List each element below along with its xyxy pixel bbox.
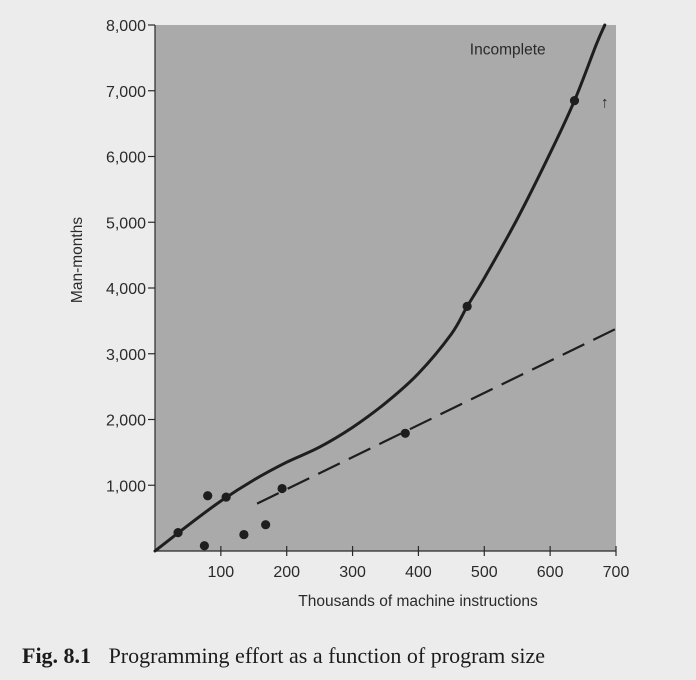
- x-axis: 100 200 300 400 500 600 700: [155, 546, 629, 581]
- caption-text: Programming effort as a function of prog…: [109, 643, 545, 668]
- plot-area: [155, 25, 616, 551]
- data-point: [462, 301, 472, 312]
- data-point: [400, 428, 410, 438]
- data-point: [221, 492, 231, 502]
- figure-caption: Fig. 8.1 Programming effort as a functio…: [22, 643, 545, 668]
- y-tick-label: 3,000: [106, 347, 146, 364]
- y-tick-label: 8,000: [106, 18, 146, 35]
- x-axis-title: Thousands of machine instructions: [298, 593, 538, 610]
- y-tick-label: 4,000: [106, 281, 146, 298]
- incomplete-annotation: Incomplete: [470, 42, 546, 59]
- data-point: [199, 541, 209, 551]
- y-tick-label: 6,000: [106, 150, 146, 167]
- x-tick-label: 200: [273, 564, 300, 581]
- x-tick-label: 400: [405, 564, 432, 581]
- data-point: [569, 96, 580, 106]
- x-tick-label: 300: [339, 564, 366, 581]
- incomplete-arrow: ↑: [601, 95, 609, 112]
- data-point: [239, 529, 249, 540]
- series-layer: [153, 23, 617, 553]
- x-tick-label: 100: [208, 564, 235, 581]
- x-tick-label: 600: [537, 564, 564, 581]
- data-point: [203, 491, 213, 501]
- y-axis-title: Man-months: [69, 217, 86, 303]
- y-tick-label: 2,000: [106, 413, 146, 430]
- data-point: [173, 527, 183, 538]
- y-tick-label: 5,000: [106, 215, 146, 232]
- data-point: [277, 483, 287, 494]
- x-tick-label: 500: [471, 564, 498, 581]
- y-axis: 1,000 2,000 3,000 4,000 5,000 6,000 7,000 8,000: [106, 18, 156, 551]
- annotation-layer: Incomplete ↑: [470, 42, 609, 112]
- x-tick-label: 700: [603, 564, 630, 581]
- trend-curve: [153, 23, 607, 553]
- y-tick-label: 7,000: [106, 84, 146, 101]
- y-tick-label: 1,000: [106, 478, 146, 495]
- data-point: [261, 520, 271, 530]
- caption-number: Fig. 8.1: [22, 643, 91, 668]
